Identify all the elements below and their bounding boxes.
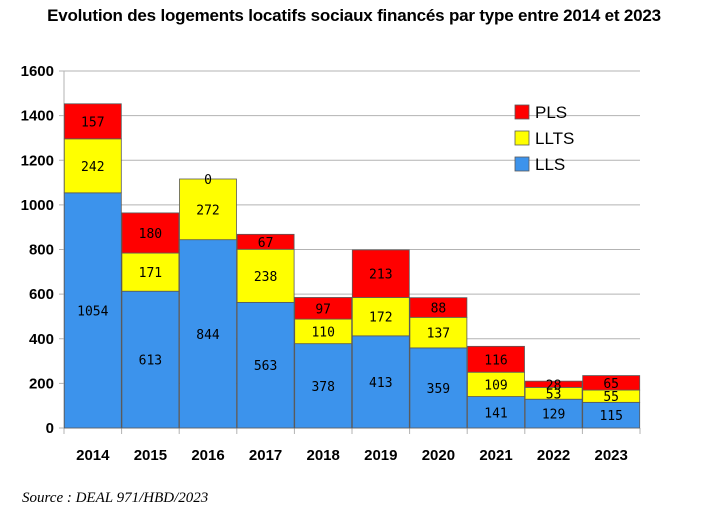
data-label-pls-2021: 116 (484, 353, 507, 368)
legend-swatch-pls (514, 104, 530, 120)
legend: PLS LLTS LLS (514, 103, 574, 174)
y-tick-label: 800 (29, 242, 54, 259)
legend-label-llts: LLTS (535, 129, 574, 148)
bar-llts-2020 (409, 316, 468, 349)
data-label-lls-2020: 359 (427, 382, 450, 397)
bar-lls-2022 (524, 398, 583, 429)
x-tick-label: 2020 (422, 447, 455, 464)
data-labels: 1054 242 157 613 171 180 844 272 0 563 238 67 378 110… (77, 115, 623, 424)
data-label-llts-2018: 110 (311, 325, 334, 340)
y-tick-label: 1200 (21, 152, 54, 169)
data-label-pls-2018: 97 (315, 302, 331, 317)
data-label-llts-2014: 242 (81, 160, 104, 175)
data-label-lls-2014: 1054 (77, 304, 108, 319)
bar-pls-2020 (409, 297, 468, 318)
bar-lls-2019 (351, 335, 410, 429)
bar-llts-2016 (179, 178, 237, 241)
data-label-lls-2018: 378 (311, 380, 334, 395)
x-tick-label: 2016 (191, 447, 224, 464)
y-tick-label: 1000 (21, 197, 54, 214)
y-tick-label: 600 (29, 286, 54, 303)
bar-llts-2014 (63, 138, 122, 194)
bar-pls-2021 (467, 345, 525, 373)
bar-llts-2017 (236, 248, 295, 303)
data-label-pls-2022: 28 (546, 378, 562, 393)
bar-pls-2018 (294, 297, 353, 320)
data-label-pls-2019: 213 (369, 268, 392, 283)
x-tick-label: 2014 (76, 447, 110, 464)
data-label-lls-2017: 563 (254, 359, 277, 374)
data-label-pls-2015: 180 (139, 227, 162, 242)
data-label-lls-2021: 141 (484, 406, 507, 421)
legend-swatch-llts (514, 130, 530, 146)
data-label-llts-2021: 109 (484, 378, 507, 393)
bar-pls-2017 (236, 233, 295, 250)
x-tick-label: 2015 (134, 447, 167, 464)
bar-lls-2017 (236, 301, 295, 429)
data-label-llts-2022: 53 (546, 387, 562, 402)
bar-pls-2022 (524, 380, 583, 388)
data-label-llts-2015: 171 (139, 266, 162, 281)
data-label-llts-2016: 272 (196, 203, 219, 218)
data-label-llts-2023: 55 (603, 390, 619, 405)
y-tick-label: 0 (46, 420, 54, 437)
data-label-lls-2015: 613 (139, 354, 162, 369)
data-label-llts-2019: 172 (369, 311, 392, 326)
bar-pls-2019 (351, 249, 410, 298)
legend-label-pls: PLS (535, 103, 567, 122)
x-tick-label: 2023 (595, 447, 628, 464)
data-label-pls-2020: 88 (431, 302, 447, 317)
bar-lls-2016 (179, 239, 237, 429)
bar-llts-2015 (121, 252, 180, 292)
bar-lls-2018 (294, 343, 353, 429)
data-label-lls-2023: 115 (599, 409, 622, 424)
bar-lls-2020 (409, 347, 468, 429)
data-label-lls-2016: 844 (196, 328, 220, 343)
x-axis: 2014 2015 2016 2017 2018 2019 2020 2021 2022 2023 (63, 428, 641, 464)
bar-pls-2023 (582, 375, 641, 391)
data-label-pls-2014: 157 (81, 115, 104, 130)
data-label-pls-2017: 67 (258, 236, 274, 251)
x-tick-label: 2021 (479, 447, 512, 464)
bar-llts-2018 (294, 318, 353, 345)
data-label-lls-2022: 129 (542, 408, 565, 423)
bar-lls-2021 (467, 396, 525, 429)
x-tick-label: 2017 (249, 447, 282, 464)
y-tick-label: 400 (29, 331, 54, 348)
bar-lls-2014 (63, 192, 122, 429)
x-tick-label: 2022 (537, 447, 570, 464)
bar-lls-2015 (121, 290, 180, 429)
bar-series (63, 103, 641, 429)
chart-title: Evolution des logements locatifs sociaux… (47, 6, 661, 25)
x-tick-label: 2018 (307, 447, 340, 464)
x-tick-label: 2019 (364, 447, 397, 464)
data-label-llts-2017: 238 (254, 270, 277, 285)
source-note: Source : DEAL 971/HBD/2023 (22, 490, 209, 506)
y-tick-label: 1600 (21, 63, 54, 80)
y-tick-label: 200 (29, 375, 54, 392)
bar-pls-2015 (121, 212, 180, 254)
data-label-pls-2016: 0 (204, 173, 212, 188)
y-axis: 0 200 400 600 800 1000 1200 1400 1600 (21, 63, 65, 437)
bar-lls-2023 (582, 401, 641, 429)
data-label-llts-2020: 137 (427, 327, 450, 342)
data-label-pls-2023: 65 (603, 377, 619, 392)
y-tick-label: 1400 (21, 108, 54, 125)
legend-swatch-lls (514, 156, 530, 172)
bar-pls-2014 (63, 103, 122, 140)
legend-label-lls: LLS (535, 155, 565, 174)
data-label-lls-2019: 413 (369, 376, 392, 391)
